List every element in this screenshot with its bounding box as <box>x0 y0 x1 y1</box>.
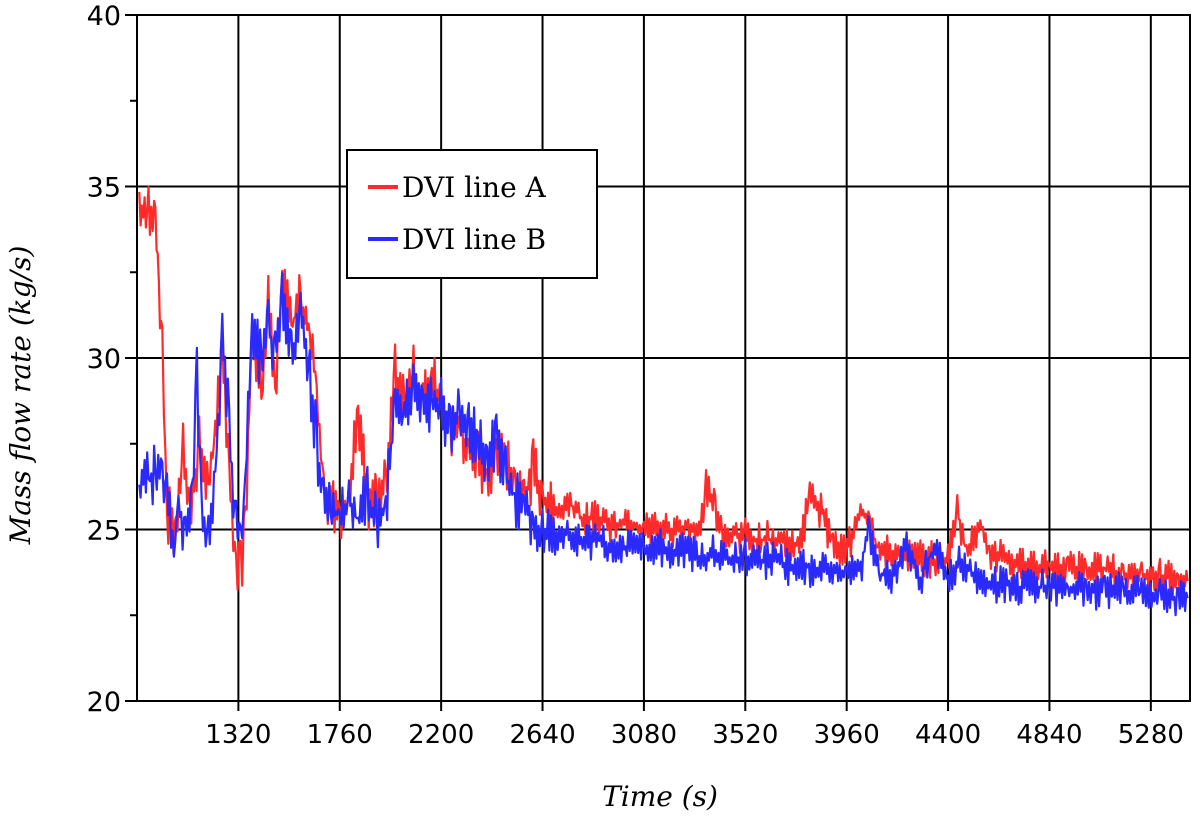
series-line-dvi-line-a <box>138 185 1189 597</box>
x-axis-ticks: 1320 1760 2200 2640 3080 3520 3960 4400 4840 5280 <box>205 701 1184 750</box>
legend-box <box>346 149 598 279</box>
x-tick-label-1760: 1760 <box>307 720 373 750</box>
y-axis-label: Mass flow rate (kg/s) <box>4 246 37 546</box>
x-tick-label-4400: 4400 <box>915 720 981 750</box>
x-tick-label-3960: 3960 <box>814 720 880 750</box>
y-tick-label-35: 35 <box>87 173 121 204</box>
x-tick-label-2640: 2640 <box>509 720 575 750</box>
series-layer <box>138 185 1189 617</box>
x-tick-label-3520: 3520 <box>712 720 778 750</box>
x-tick-label-2200: 2200 <box>408 720 474 750</box>
x-tick-label-1320: 1320 <box>205 720 271 750</box>
y-tick-label-30: 30 <box>87 344 121 375</box>
y-tick-label-40: 40 <box>87 1 121 32</box>
y-tick-label-25: 25 <box>87 516 121 547</box>
series-line-dvi-line-b <box>138 272 1189 617</box>
x-tick-label-3080: 3080 <box>611 720 677 750</box>
x-tick-label-5280: 5280 <box>1118 720 1184 750</box>
legend: DVI line A DVI line B <box>346 149 598 279</box>
y-tick-label-20: 20 <box>87 687 121 718</box>
legend-entry-dvi-line-a: DVI line A <box>402 171 547 204</box>
legend-entry-dvi-line-b: DVI line B <box>402 223 546 256</box>
x-tick-label-4840: 4840 <box>1016 720 1082 750</box>
y-axis-ticks: 20 25 30 35 40 <box>87 1 137 718</box>
x-axis-label: Time (s) <box>602 780 718 813</box>
